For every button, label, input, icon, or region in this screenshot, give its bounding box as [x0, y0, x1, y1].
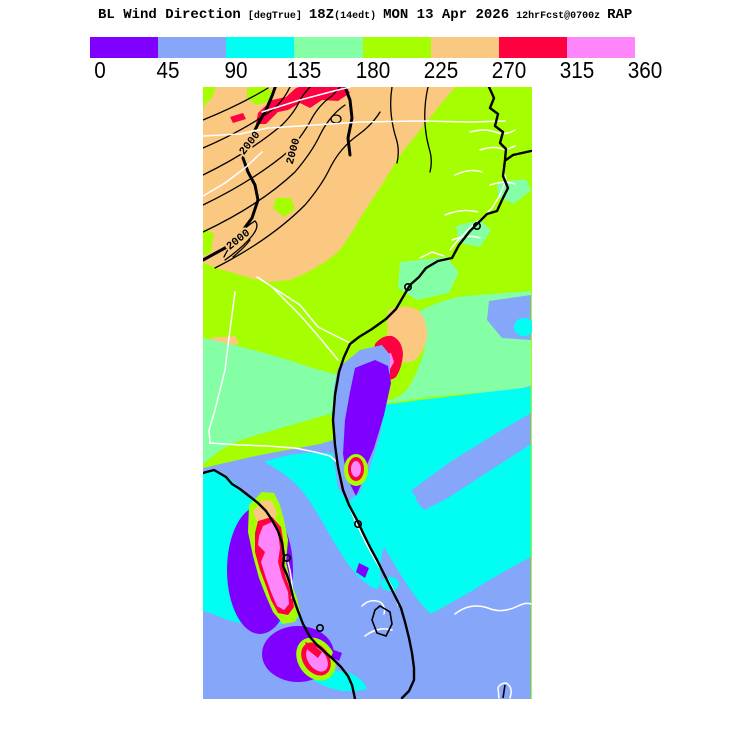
border-ga-fl [209, 442, 338, 463]
colorbar-tick-label: 270 [491, 57, 527, 83]
hydro-sound [454, 169, 483, 176]
coast-inlet-marker [353, 519, 362, 528]
colorbar-tick-label: 360 [627, 57, 663, 83]
colorbar-segment-mint [294, 37, 363, 58]
region-cyan-sliver [514, 318, 532, 336]
model-label: RAP [607, 7, 633, 23]
region-periwinkle-streak [409, 413, 531, 510]
forecast-map: 2000 2000 2000 [203, 87, 532, 699]
border-va-ridge [261, 87, 351, 113]
lake-okeechobee [371, 605, 393, 637]
colorbar-segment-red [498, 37, 567, 58]
coast-chesapeake-corner [504, 149, 532, 162]
coast-inlet-marker [472, 222, 481, 231]
product-title-bar: BL Wind Direction [degTrue] 18Z (14edt) … [98, 7, 639, 23]
border-va-nc [203, 120, 506, 137]
contour-line [203, 87, 269, 121]
coast-inlet-marker [315, 623, 324, 632]
coast-bahama-edge [502, 684, 506, 699]
region-mint-outerbanks [497, 179, 531, 204]
colorbar-ticks: 0 45 90 135 180 225 270 315 360 [0, 57, 729, 83]
coast-atlantic [331, 87, 510, 699]
region-cyan-florida [264, 452, 418, 589]
border-ga-sc [271, 286, 339, 361]
region-green-pocket-2 [273, 198, 295, 217]
product-name: BL Wind Direction [98, 7, 241, 23]
valid-time-zulu: 18Z [308, 7, 335, 23]
valid-time-local: (14edt) [334, 11, 377, 22]
coast-inlet-marker [282, 553, 291, 562]
colorbar [90, 37, 635, 58]
colorbar-segment-periwinkle [158, 37, 227, 58]
border-nc-sc [256, 276, 353, 345]
region-mint-wilmington [398, 257, 459, 300]
colorbar-tick-label: 225 [423, 57, 458, 83]
region-green-pocket-1 [247, 87, 273, 105]
region-green-pocket-3 [203, 228, 214, 256]
contour-line [203, 87, 341, 206]
coastline [203, 87, 532, 699]
contour-line [214, 111, 381, 269]
colorbar-segment-purple [90, 37, 159, 58]
contour-line [424, 87, 432, 173]
forecast-label: 12hrFcst@0700z [516, 11, 601, 22]
coast-inlet-marker [403, 282, 412, 291]
colorbar-segment-pink [566, 37, 635, 58]
border-al-ga [208, 291, 236, 444]
hydro-sound [444, 209, 479, 216]
region-purple-dot-1 [356, 563, 369, 578]
contour-line [390, 87, 399, 164]
colorbar-tick-label: 90 [224, 57, 248, 83]
region-pink-f3 [351, 461, 361, 477]
hydro-bahama-island [497, 682, 512, 699]
wind-direction-regions [203, 87, 532, 699]
valid-date: MON 13 Apr 2026 [383, 7, 510, 23]
hydro-lake-marsh [361, 599, 386, 615]
contour-line [203, 104, 346, 233]
region-appalachian-tan [203, 87, 455, 282]
border-tn-nc [203, 151, 263, 197]
region-mint-pamlico [456, 220, 491, 247]
contour-2000ft-bold [343, 87, 354, 157]
forecast-map-wrap: 2000 2000 2000 [203, 87, 532, 699]
colorbar-tick-label: 180 [355, 57, 390, 83]
hydro-tidewater [469, 129, 516, 135]
coast-gulf [203, 468, 357, 699]
region-green-corner [203, 87, 216, 106]
colorbar-tick-label: 45 [156, 57, 180, 83]
colorbar-tick-label: 315 [559, 57, 595, 83]
hydro-bahama-bank [454, 602, 532, 615]
units-label: [degTrue] [247, 11, 302, 22]
region-red-dash [230, 113, 246, 123]
region-pink-fl1 [258, 522, 289, 610]
hydro-sound [489, 181, 516, 186]
colorbar-tick-label: 0 [94, 57, 106, 83]
colorbar-segment-cyan [226, 37, 295, 58]
colorbar-segment-chartreuse [362, 37, 431, 58]
contour-line [203, 87, 311, 176]
colorbar-segment-tan [430, 37, 499, 58]
contour-hairpin [232, 239, 251, 258]
region-red-slash-fl2 [305, 642, 322, 658]
colorbar-tick-label: 135 [287, 57, 322, 83]
hydro-banks [419, 251, 445, 259]
region-red-ridge-streak [256, 87, 350, 124]
